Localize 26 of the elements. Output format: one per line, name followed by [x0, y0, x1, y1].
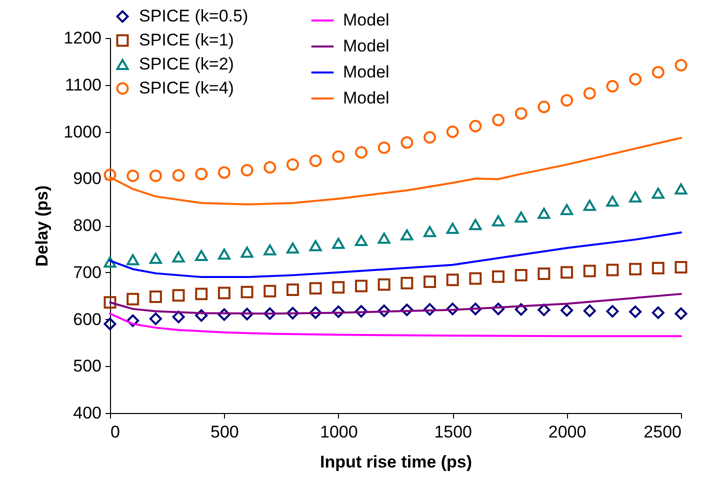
legend-label: SPICE (k=4)	[139, 78, 234, 98]
x-tick-label: 1500	[434, 422, 472, 442]
x-axis-title: Input rise time (ps)	[320, 452, 472, 472]
legend-label: SPICE (k=1)	[139, 30, 234, 50]
legend-label: Model	[343, 88, 390, 108]
x-tick-label: 1000	[320, 422, 358, 442]
legend-label: SPICE (k=2)	[139, 54, 234, 74]
y-tick-label: 500	[73, 356, 102, 376]
y-tick-label: 1100	[64, 75, 102, 94]
legend-label: Model	[343, 36, 390, 56]
y-tick-label: 400	[73, 404, 102, 422]
y-tick-label: 600	[73, 310, 102, 329]
y-tick-label: 900	[73, 169, 102, 188]
legend-label: SPICE (k=0.5)	[139, 6, 248, 26]
y-tick-label: 1000	[64, 122, 102, 142]
y-axis-title: Delay (ps)	[32, 185, 52, 267]
y-tick-label: 700	[73, 262, 102, 282]
legend-label: Model	[343, 62, 390, 82]
y-tick-label: 800	[73, 216, 102, 235]
legend-label: Model	[343, 10, 390, 30]
x-tick-label: 2500	[644, 422, 682, 442]
x-tick-label: 0	[110, 422, 120, 442]
x-tick-label: 500	[210, 422, 239, 442]
x-tick-label: 2000	[548, 422, 586, 442]
line-series	[109, 312, 682, 338]
y-tick-label: 1200	[64, 28, 102, 48]
